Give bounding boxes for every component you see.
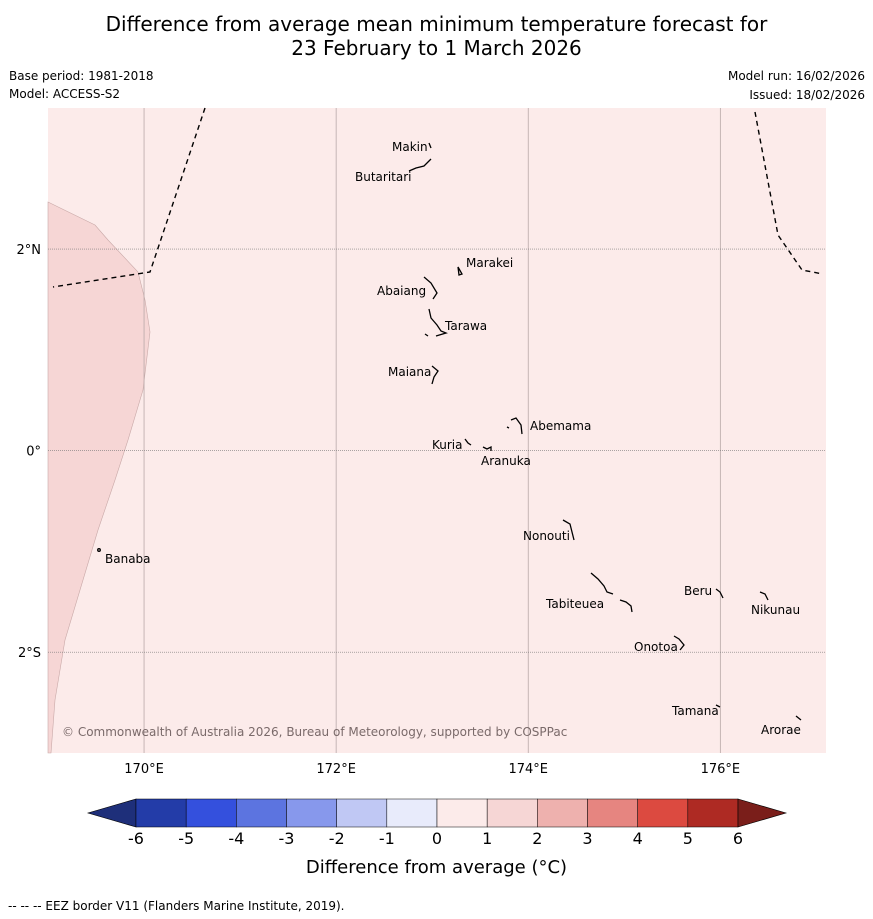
colorbar: -6 -5 -4 -3 -2 -1 0 1 2 3 4 5 6: [86, 798, 788, 848]
island-label-nonouti: Nonouti: [523, 529, 570, 543]
nonouti-outline: [562, 519, 575, 541]
aranuka-outline: [482, 445, 492, 451]
title-line-2: 23 February to 1 March 2026: [291, 36, 582, 60]
base-period-text: Base period: 1981-2018: [9, 69, 154, 83]
colorbar-swatch: [537, 798, 588, 828]
colorbar-tick-label: 5: [683, 829, 693, 848]
nikunau-outline: [759, 591, 769, 601]
colorbar-tick-label: -2: [329, 829, 345, 848]
tarawa-outline: [424, 308, 448, 337]
island-label-aranuka: Aranuka: [481, 454, 531, 468]
island-label-tarawa: Tarawa: [444, 319, 487, 333]
lat-tick-label: 2°S: [18, 646, 41, 661]
eez-border-footnote: -- -- -- EEZ border V11 (Flanders Marine…: [8, 899, 345, 913]
colorbar-swatch: [486, 798, 538, 828]
island-label-kuria: Kuria: [432, 438, 463, 452]
colorbar-swatch: [135, 798, 187, 828]
island-label-marakei: Marakei: [466, 256, 513, 270]
title-line-1: Difference from average mean minimum tem…: [105, 12, 768, 36]
island-outlines: [97, 142, 802, 721]
island-label-maiana: Maiana: [388, 365, 431, 379]
island-label-butaritari: Butaritari: [355, 170, 412, 184]
island-label-abemama: Abemama: [530, 419, 591, 433]
model-text: Model: ACCESS-S2: [9, 87, 121, 101]
abaiang-outline: [423, 276, 438, 300]
colorbar-swatch: [587, 798, 638, 828]
colorbar-under-arrow: [86, 798, 137, 828]
tamana-outline: [715, 704, 721, 708]
colorbar-swatch: [637, 798, 689, 828]
colorbar-swatch: [236, 798, 287, 828]
colorbar-over-arrow: [737, 798, 788, 828]
colorbar-tick-label: 1: [482, 829, 492, 848]
colorbar-swatch: [185, 798, 237, 828]
eez-border-east: [754, 111, 824, 275]
colorbar-tick-label: 6: [733, 829, 743, 848]
gridlines: [48, 108, 826, 753]
beru-outline: [715, 588, 724, 599]
colorbar-tick-label: -4: [228, 829, 244, 848]
eez-border: [52, 107, 824, 288]
colorbar-tick-label: -1: [379, 829, 395, 848]
banaba-outline: [97, 548, 101, 552]
lon-tick-label: 172°E: [316, 762, 356, 777]
lat-tick-label: 2°N: [17, 243, 42, 258]
colorbar-swatch: [687, 798, 739, 828]
colorbar-swatch: [286, 798, 337, 828]
colorbar-swatch: [386, 798, 438, 828]
maiana-outline: [431, 365, 439, 385]
abemama-outline: [506, 417, 523, 435]
map-background: [48, 108, 826, 753]
tabiteuea-outline: [590, 572, 633, 613]
colorbar-tick-label: -5: [178, 829, 194, 848]
island-label-arorae: Arorae: [761, 723, 801, 737]
island-label-onotoa: Onotoa: [634, 640, 678, 654]
colorbar-tick-label: 0: [432, 829, 442, 848]
lon-tick-label: 170°E: [124, 762, 164, 777]
colorbar-tick-label: 3: [582, 829, 592, 848]
island-labels: Makin Butaritari Marakei Abaiang Tarawa …: [105, 140, 801, 737]
butaritari-outline: [408, 158, 432, 172]
onotoa-outline: [673, 635, 685, 651]
marakei-outline: [457, 266, 463, 276]
island-label-makin: Makin: [392, 140, 428, 154]
arorae-outline: [795, 715, 802, 721]
island-label-nikunau: Nikunau: [751, 603, 800, 617]
kuria-outline: [464, 438, 472, 446]
warm-anomaly-region: [47, 201, 151, 754]
colorbar-label: Difference from average (°C): [305, 857, 568, 878]
axis-tick-labels: 170°E 172°E 174°E 176°E 2°N 0° 2°S: [17, 243, 741, 777]
colorbar-tick-label: 2: [532, 829, 542, 848]
colorbar-swatch: [336, 798, 388, 828]
colorbar-tick-label: 4: [633, 829, 643, 848]
island-label-tabiteuea: Tabiteuea: [545, 597, 604, 611]
model-run-text: Model run: 16/02/2026: [727, 69, 865, 83]
issued-text: Issued: 18/02/2026: [749, 88, 865, 102]
colorbar-tick-label: -3: [279, 829, 295, 848]
lon-tick-label: 176°E: [701, 762, 741, 777]
island-label-tamana: Tamana: [671, 704, 719, 718]
eez-border-west: [52, 107, 206, 288]
lat-tick-label: 0°: [26, 445, 41, 460]
copyright-text: © Commonwealth of Australia 2026, Bureau…: [62, 725, 567, 739]
island-label-banaba: Banaba: [105, 552, 151, 566]
lon-tick-label: 174°E: [508, 762, 548, 777]
island-label-beru: Beru: [684, 584, 712, 598]
island-label-abaiang: Abaiang: [377, 284, 426, 298]
colorbar-tick-label: -6: [128, 829, 144, 848]
colorbar-swatch: [436, 798, 488, 828]
makin-outline: [428, 142, 432, 149]
